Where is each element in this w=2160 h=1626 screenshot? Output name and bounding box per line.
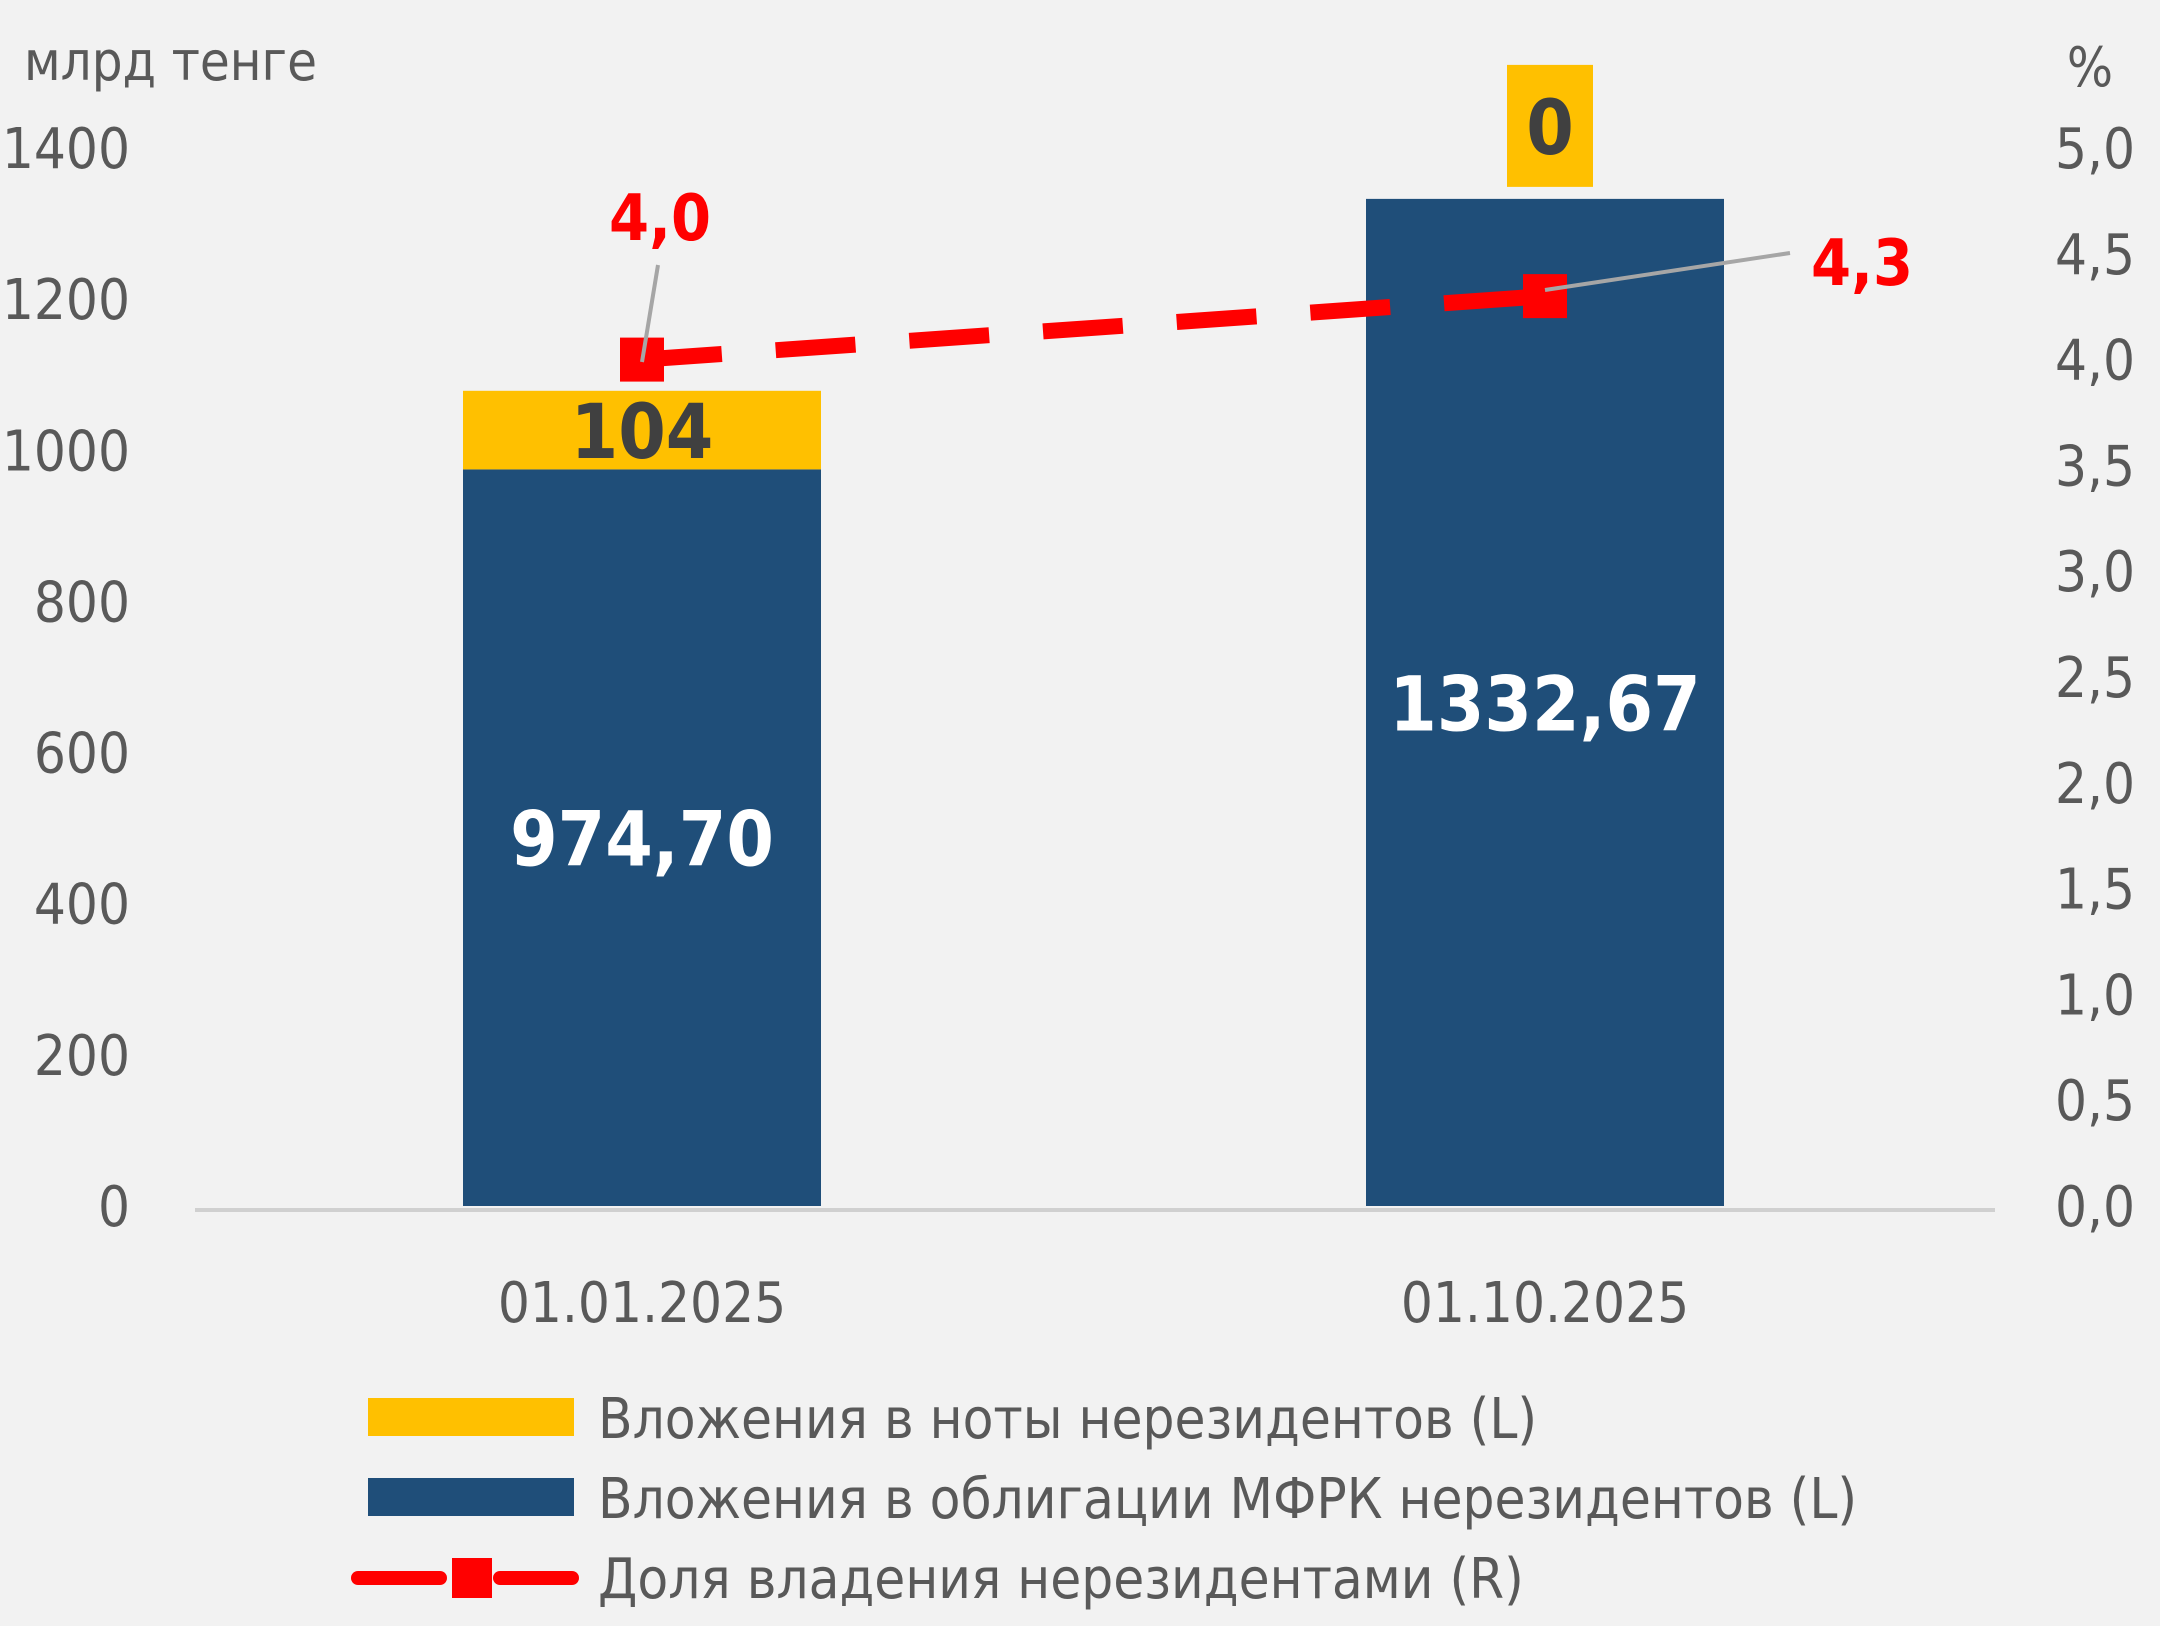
right-tick-label: 3,5 — [2055, 434, 2135, 499]
category-label: 01.01.2025 — [498, 1271, 786, 1336]
left-tick-label: 0 — [98, 1175, 130, 1240]
bar-notes — [463, 390, 821, 470]
bar-bonds-label: 1332,67 — [1389, 659, 1700, 748]
legend-label: Вложения в облигации МФРК нерезидентов (… — [598, 1467, 1857, 1532]
legend-swatch — [368, 1398, 574, 1436]
right-tick-label: 5,0 — [2055, 117, 2135, 182]
right-tick-label: 3,0 — [2055, 540, 2135, 605]
left-tick-label: 1000 — [2, 419, 130, 484]
right-tick-label: 1,0 — [2055, 963, 2135, 1028]
left-tick-label: 1400 — [2, 117, 130, 182]
bar-notes-zero-box — [1507, 64, 1593, 187]
legend-swatch — [368, 1478, 574, 1516]
share-label: 4,0 — [609, 182, 711, 256]
legend-label: Доля владения нерезидентами (R) — [598, 1547, 1524, 1612]
right-axis-unit: % — [2067, 36, 2113, 99]
right-tick-label: 0,0 — [2055, 1175, 2135, 1240]
left-axis-unit: млрд тенге — [24, 30, 317, 93]
right-tick-label: 4,0 — [2055, 329, 2135, 394]
bar-bonds — [1366, 198, 1724, 1206]
right-tick-label: 4,5 — [2055, 223, 2135, 288]
left-tick-label: 1200 — [2, 268, 130, 333]
share-label: 4,3 — [1811, 227, 1913, 301]
bar-marks: 974,70 104 1332,67 0 — [463, 64, 1724, 1206]
left-tick-label: 800 — [34, 570, 130, 635]
category-label: 01.10.2025 — [1401, 1271, 1689, 1336]
bar-notes-label: 0 — [1526, 83, 1574, 172]
leader-line — [640, 264, 660, 363]
legend-swatch-marker — [452, 1558, 492, 1598]
right-tick-label: 2,0 — [2055, 752, 2135, 817]
right-tick-label: 2,5 — [2055, 646, 2135, 711]
category-labels: 01.01.2025 01.10.2025 — [498, 1271, 1689, 1336]
right-axis-ticks: 0,0 0,5 1,0 1,5 2,0 2,5 3,0 3,5 4,0 4,5 5,0 — [2055, 117, 2135, 1240]
share-line — [641, 288, 1546, 368]
left-axis-ticks: 0 200 400 600 800 1000 1200 1400 — [2, 117, 130, 1240]
bar-bonds-label: 974,70 — [510, 795, 774, 884]
right-tick-label: 0,5 — [2055, 1069, 2135, 1134]
left-tick-label: 400 — [34, 873, 130, 938]
bar-bonds — [463, 469, 821, 1206]
leader-line — [1544, 251, 1791, 292]
legend-label: Вложения в ноты нерезидентов (L) — [598, 1387, 1537, 1452]
bar-notes-label: 104 — [571, 387, 714, 476]
legend: Вложения в ноты нерезидентов (L) Вложения… — [351, 1387, 1857, 1612]
left-tick-label: 600 — [34, 722, 130, 787]
right-tick-label: 1,5 — [2055, 858, 2135, 923]
share-marker — [1523, 274, 1567, 319]
left-tick-label: 200 — [34, 1024, 130, 1089]
line-series: 4,0 4,3 — [609, 182, 1913, 382]
